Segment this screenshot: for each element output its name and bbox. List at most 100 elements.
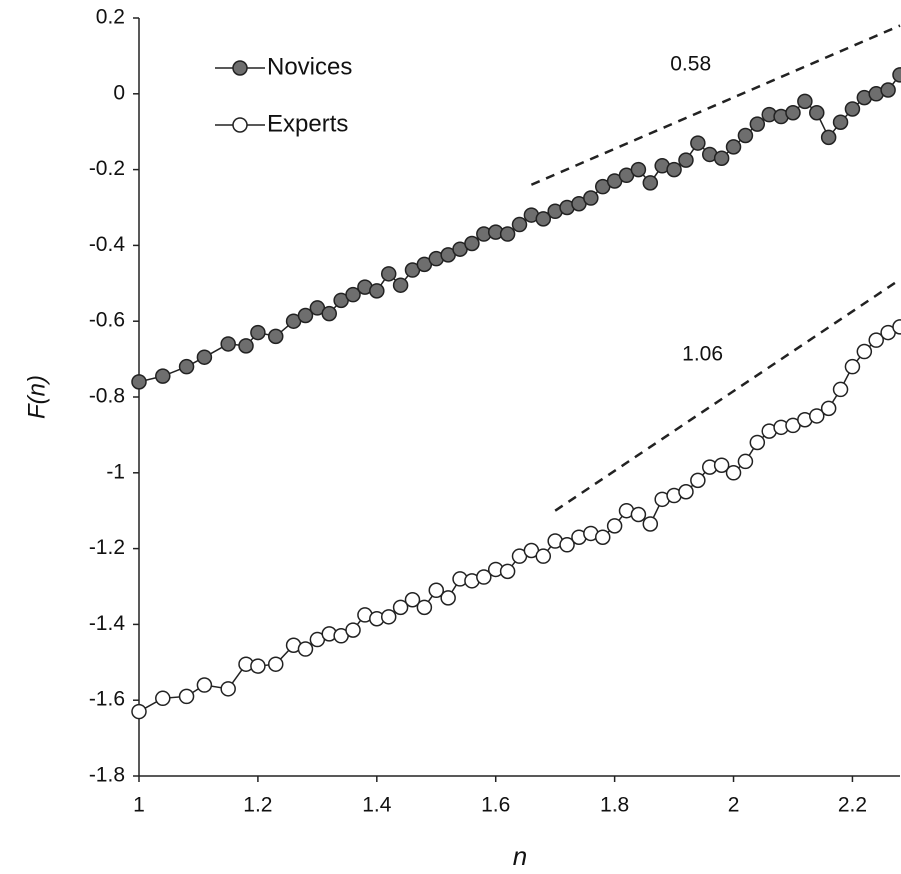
y-tick-label: -1.2	[89, 536, 125, 559]
y-tick-label: 0.2	[96, 6, 125, 29]
data-point	[464, 235, 480, 252]
data-point	[178, 358, 195, 375]
data-point	[392, 277, 409, 293]
slope-label: 1.06	[682, 343, 723, 366]
legend-marker	[232, 117, 248, 133]
data-point	[725, 139, 742, 155]
y-tick-label: 0	[113, 81, 125, 104]
data-point	[606, 518, 623, 534]
data-point	[820, 129, 837, 146]
data-point	[267, 328, 284, 345]
data-point	[392, 599, 409, 616]
data-point	[892, 67, 901, 83]
y-tick-label: -1.8	[89, 764, 125, 787]
legend-label: Experts	[267, 110, 348, 137]
data-point	[476, 569, 492, 585]
data-point	[535, 548, 552, 564]
y-tick-label: -1.6	[89, 688, 125, 711]
data-point	[785, 105, 801, 121]
data-point	[594, 529, 611, 545]
data-point	[642, 516, 659, 532]
data-point	[178, 688, 195, 705]
data-point	[690, 135, 706, 151]
data-point	[809, 408, 825, 424]
data-point	[737, 127, 754, 144]
data-point	[499, 226, 516, 242]
legend-label: Novices	[267, 53, 352, 80]
data-point	[416, 599, 433, 616]
data-point	[267, 656, 284, 672]
data-point	[196, 349, 213, 365]
x-tick-label: 1	[133, 794, 145, 817]
series-line	[138, 326, 901, 713]
data-point	[345, 622, 361, 638]
y-tick-label: -1.4	[89, 612, 126, 635]
data-point	[155, 690, 171, 707]
data-point	[345, 286, 361, 303]
x-tick-label: 2	[728, 794, 740, 817]
data-point	[678, 484, 694, 500]
y-tick-label: -0.6	[89, 309, 125, 332]
data-point	[713, 150, 730, 166]
data-point	[404, 592, 421, 608]
data-point	[844, 358, 861, 375]
data-point	[220, 336, 236, 352]
data-point	[630, 161, 647, 178]
data-point	[535, 211, 552, 227]
data-point	[131, 374, 147, 390]
reference-line	[554, 278, 901, 512]
slope-label: 0.58	[670, 53, 711, 76]
data-point	[380, 609, 397, 625]
data-point	[749, 116, 766, 132]
data-point	[220, 681, 236, 697]
data-point	[666, 161, 682, 178]
data-point	[797, 93, 813, 110]
data-point	[844, 101, 861, 117]
y-tick-label: -0.8	[89, 385, 125, 408]
data-point	[880, 82, 896, 98]
x-tick-label: 2.2	[838, 794, 867, 817]
data-point	[868, 332, 884, 348]
data-point	[321, 305, 337, 322]
data-point	[713, 457, 730, 473]
data-point	[809, 105, 825, 121]
data-point	[499, 563, 516, 580]
data-point	[155, 368, 171, 384]
data-point	[642, 175, 659, 191]
data-point	[250, 324, 266, 341]
data-point	[678, 152, 694, 168]
data-point	[832, 114, 849, 130]
data-point	[856, 343, 873, 360]
data-point	[380, 266, 397, 282]
x-tick-label: 1.4	[362, 794, 392, 817]
data-point	[440, 590, 456, 606]
data-point	[196, 677, 213, 693]
data-point	[749, 434, 766, 451]
data-point	[369, 283, 385, 299]
data-point	[725, 465, 742, 481]
y-tick-label: -0.4	[89, 233, 126, 256]
x-tick-label: 1.8	[600, 794, 629, 817]
data-point	[820, 400, 837, 417]
x-axis-label: n	[513, 841, 527, 871]
data-point	[250, 658, 266, 674]
y-tick-label: -1	[106, 460, 125, 483]
data-point	[583, 190, 599, 206]
data-point	[559, 537, 575, 553]
data-point	[511, 216, 528, 233]
data-point	[737, 453, 754, 470]
data-point	[297, 307, 314, 324]
x-tick-label: 1.6	[481, 794, 510, 817]
data-point	[630, 506, 647, 523]
data-point	[297, 641, 314, 657]
legend-marker	[232, 60, 248, 76]
data-point	[131, 703, 147, 720]
y-tick-label: -0.2	[89, 157, 125, 180]
y-axis-label: F(n)	[23, 375, 50, 419]
data-point	[690, 472, 706, 489]
data-point	[428, 582, 445, 599]
x-tick-label: 1.2	[243, 794, 272, 817]
data-point	[832, 381, 849, 398]
reference-line	[530, 24, 901, 186]
